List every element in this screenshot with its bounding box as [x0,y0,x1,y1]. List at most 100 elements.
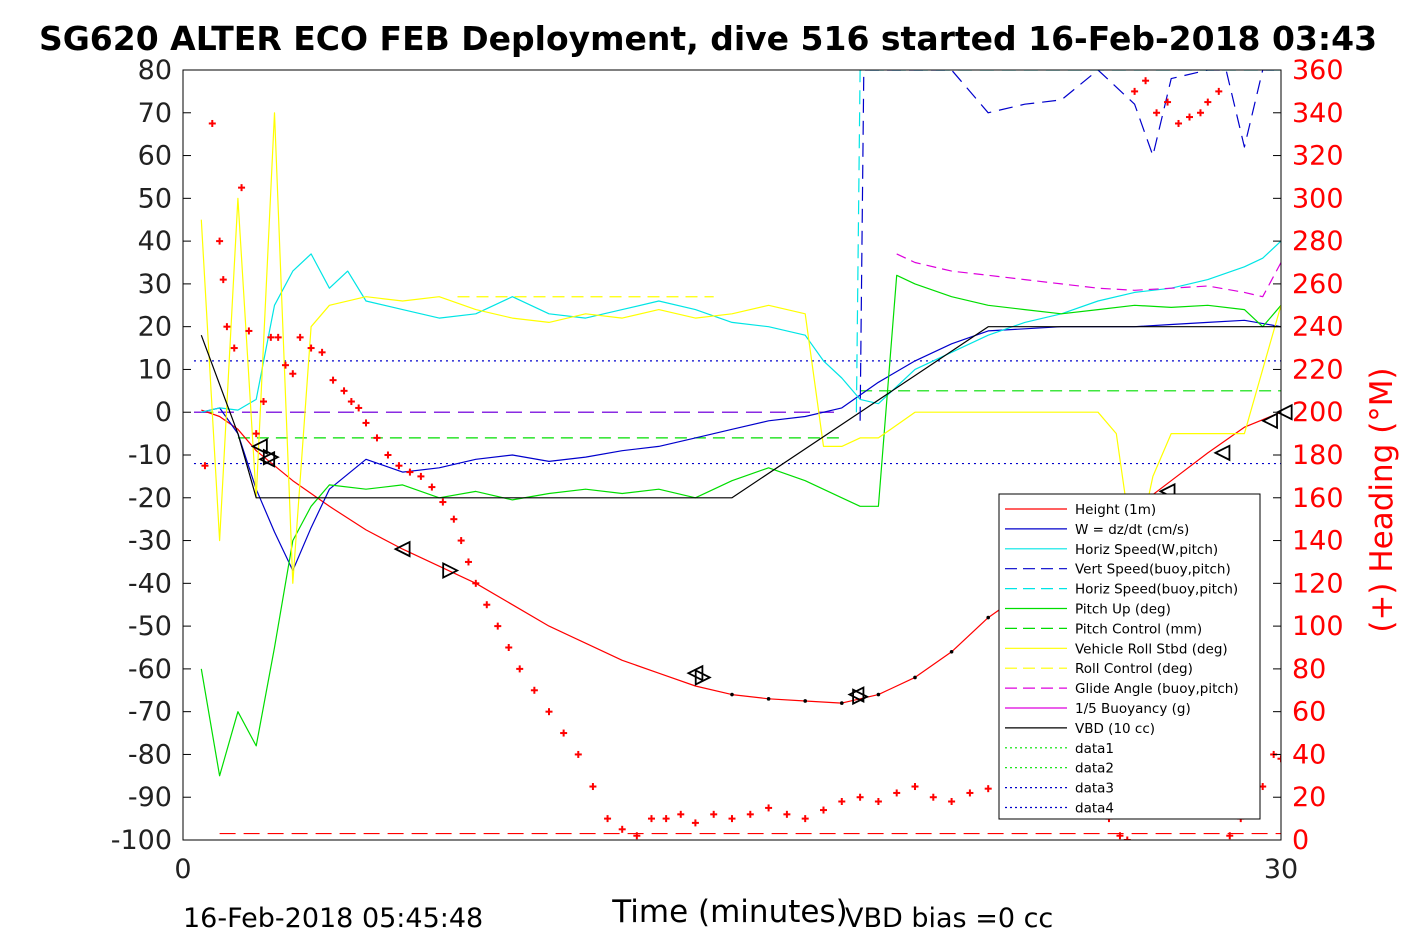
legend-entry-vehicle-roll-stbd-deg: Vehicle Roll Stbd (deg) [1005,641,1228,657]
marker-triangle-left [393,540,411,558]
y-right-tick-label: 360 [1292,55,1344,86]
legend-label: data3 [1075,781,1114,797]
heading-point [1204,98,1212,106]
legend-label: W = dz/dt (cm/s) [1075,522,1189,538]
heading-point [494,622,502,630]
y-right-tick-label: 220 [1292,354,1344,385]
heading-point [728,815,736,823]
series-pitch-up-deg [200,274,1281,777]
height-trough-dot [803,699,807,703]
y-right-tick-label: 160 [1292,483,1344,514]
heading-point [662,815,670,823]
y-right-tick-label: 340 [1292,98,1344,129]
heading-point [457,537,465,545]
legend-entry-pitch-control-mm: Pitch Control (mm) [1005,621,1202,637]
legend-label: Glide Angle (buoy,pitch) [1075,681,1239,697]
legend-entry-vert-speed-buoy-pitch: Vert Speed(buoy,pitch) [1005,562,1231,578]
y-right-tick-label: 180 [1292,440,1344,471]
y-tick-label: -70 [128,697,172,728]
heading-point [296,333,304,341]
y-tick-label: -40 [128,568,172,599]
heading-point [450,515,458,523]
y-tick-label: 30 [138,269,172,300]
height-trough-dot [986,615,990,620]
legend-label: Pitch Up (deg) [1075,602,1171,618]
heading-point [1131,87,1139,95]
y-tick-label: -100 [111,825,172,856]
height-trough-dot [913,675,917,680]
legend-label: Vert Speed(buoy,pitch) [1075,562,1231,578]
y-tick-label: 10 [138,354,172,385]
y-tick-label: -60 [128,654,172,685]
y-right-tick-label: 280 [1292,226,1344,257]
legend-entry-data1: data1 [1005,741,1114,757]
legend-entry-roll-control-deg: Roll Control (deg) [1005,661,1193,677]
axes: 80706050403020100-10-20-30-40-50-60-70-8… [111,55,1344,885]
heading-point [647,815,655,823]
legend-label: Horiz Speed(buoy,pitch) [1075,582,1238,598]
heading-point [820,806,827,814]
heading-point [516,665,524,673]
y-right-tick-label: 0 [1292,825,1309,856]
heading-point [1153,109,1161,117]
heading-point [948,798,956,805]
legend-items: Height (1m) W = dz/dt (cm/s) Horiz Speed(W… [1005,502,1239,817]
legend-label: data4 [1075,801,1114,817]
y-tick-label: -90 [128,782,172,813]
series-w-dz-dt-cm-s [201,319,1281,572]
heading-point [765,804,773,812]
heading-point [1196,109,1204,117]
right-axis-label: (+) Heading (°M) [1364,367,1400,632]
legend-entry-horiz-speed-w-pitch: Horiz Speed(W,pitch) [1005,542,1218,558]
heading-point [1175,119,1183,127]
heading-point [406,468,414,476]
heading-point [289,370,297,378]
heading-point [267,333,275,341]
y-right-tick-label: 60 [1292,697,1326,728]
legend-entry-1-5-buoyancy-g: 1/5 Buoyancy (g) [1005,701,1191,717]
heading-point [574,750,582,758]
heading-point [439,498,447,506]
heading-point [984,785,992,793]
y-right-tick-label: 300 [1292,183,1344,214]
legend-entry-glide-angle-buoy-pitch: Glide Angle (buoy,pitch) [1005,681,1239,697]
heading-point [245,327,253,335]
marker-triangle-right [442,562,460,579]
heading-point [219,276,227,284]
x-tick-label: 0 [174,854,191,885]
heading-point [618,825,626,833]
legend-label: data1 [1075,741,1114,757]
y-tick-label: 80 [138,55,172,86]
marker-triangle-right [694,668,712,686]
y-right-tick-label: 240 [1292,312,1344,343]
y-tick-label: 60 [138,141,172,172]
heading-point [223,323,231,331]
heading-point [362,419,370,427]
y-tick-label: -30 [128,526,172,557]
footer-timestamp: 16-Feb-2018 05:45:48 [183,903,483,934]
height-trough-dot [766,697,771,701]
y-tick-label: -80 [128,739,172,770]
heading-point [1123,836,1131,840]
y-tick-label: -20 [128,483,172,514]
heading-point [355,404,363,412]
heading-point [783,810,791,818]
y-right-tick-label: 140 [1292,526,1344,557]
legend-label: Horiz Speed(W,pitch) [1075,542,1218,558]
x-axis-label: Time (minutes) [611,894,847,930]
heading-point [929,793,937,801]
heading-point [633,832,641,840]
heading-point [1142,77,1150,85]
heading-point [260,398,268,406]
chart-title: SG620 ALTER ECO FEB Deployment, dive 516… [39,19,1377,58]
heading-point [560,729,568,737]
y-right-tick-label: 40 [1292,739,1326,770]
heading-point [589,783,597,791]
legend-label: Height (1m) [1075,502,1156,518]
legend-label: Roll Control (deg) [1075,661,1193,677]
heading-point [545,708,553,716]
heading-point [472,579,480,587]
heading-point [274,333,282,341]
heading-point [252,430,260,438]
legend-entry-pitch-up-deg: Pitch Up (deg) [1005,602,1171,618]
